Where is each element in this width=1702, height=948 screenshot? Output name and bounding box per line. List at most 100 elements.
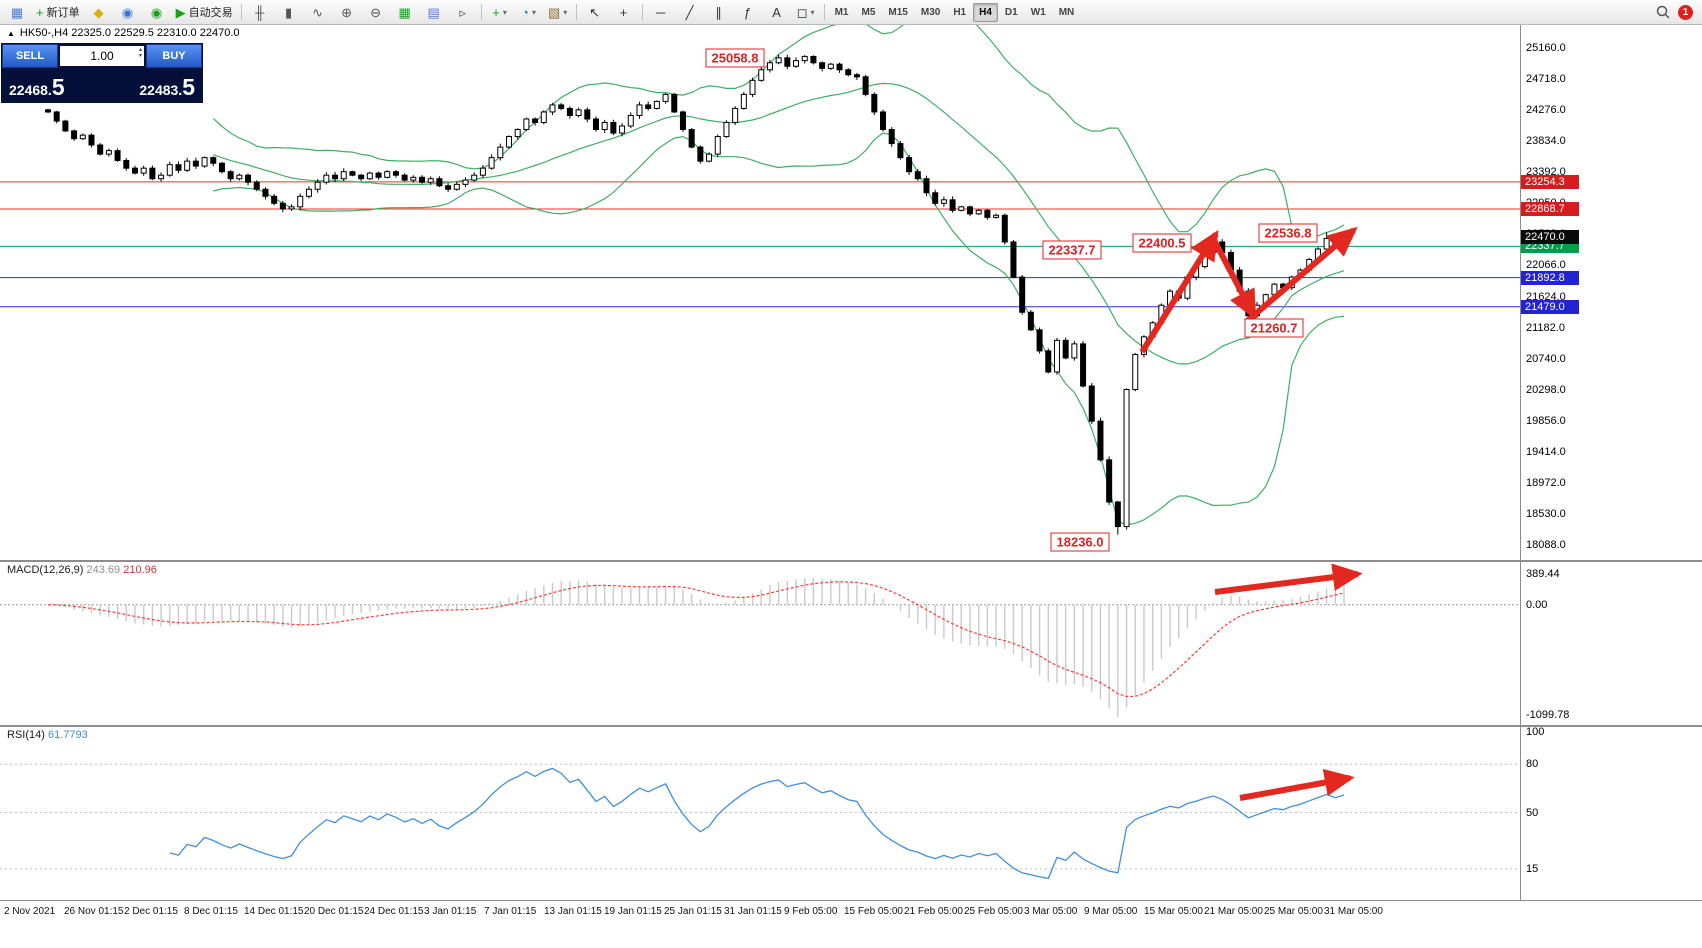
timeframe-m1-button[interactable]: M1 <box>834 6 849 18</box>
fibonacci-button[interactable]: ƒ <box>734 1 762 23</box>
new-chart-icon: ▦ <box>10 4 24 20</box>
mql5-icon: ◆ <box>93 4 104 20</box>
notification-badge[interactable]: 1 <box>1678 4 1693 20</box>
timeframe-h1-button[interactable]: H1 <box>953 6 967 18</box>
spinner-down-icon[interactable]: ▾ <box>138 53 142 59</box>
price-axis-separator <box>1520 24 1521 900</box>
autotrade-status-button[interactable]: ◉ <box>143 1 171 23</box>
chart-macd-separator[interactable] <box>0 560 1702 562</box>
bar-chart-button[interactable]: ╫ <box>246 1 274 23</box>
timeframe-w1-button[interactable]: W1 <box>1030 6 1046 18</box>
new-order-icon: + <box>36 4 44 20</box>
tile-windows-icon: ▦ <box>398 4 411 20</box>
timeframe-m30-button[interactable]: M30 <box>920 6 941 18</box>
timeframe-mn-button[interactable]: MN <box>1058 6 1075 18</box>
buy-button[interactable]: BUY <box>146 44 202 68</box>
crosshair-icon: + <box>619 4 628 20</box>
crosshair-button[interactable]: + <box>610 1 638 23</box>
toolbar-separator <box>240 4 242 20</box>
zoom-out-icon: ⊖ <box>370 4 382 20</box>
text-tool-button[interactable]: A <box>763 1 791 23</box>
new-chart-button[interactable]: ▦ <box>3 1 31 23</box>
trend-arrow[interactable] <box>1139 229 1219 354</box>
zoom-out-button[interactable]: ⊖ <box>362 1 390 23</box>
symbol-triangle-icon: ▲ <box>7 28 15 38</box>
shapes-tool-icon: ◻ <box>796 4 808 20</box>
new-order-label: 新订单 <box>46 7 80 19</box>
time-axis[interactable] <box>0 900 1702 948</box>
chart-ohlc-header: ▲ HK50-,H4 22325.0 22529.5 22310.0 22470… <box>7 27 240 39</box>
periods-button[interactable]: ◔ ▾ <box>515 1 543 23</box>
mql5-button[interactable]: ◆ <box>85 1 113 23</box>
text-tool-icon: A <box>772 4 781 20</box>
sell-price: 22468.5 <box>9 74 65 100</box>
autotrade-status-icon: ◉ <box>150 4 163 20</box>
macd-histogram <box>55 578 1345 717</box>
trend-arrow[interactable] <box>1239 768 1355 801</box>
toolbar-buttons: ▦ + 新订单 ◆ ◉ ◉ ▶ 自动交易 ╫ ▮ ∿ ⊕ ⊖ ▦ ▤ ▹ + ▾ ◔ ▾ ▧ ▾ ↖ + ─ ╱ ∥ ƒ A ◻ ▾ M1 M5… <box>3 1 1655 23</box>
auto-trading-label: 自动交易 <box>188 7 233 19</box>
line-chart-button[interactable]: ∿ <box>304 1 332 23</box>
timeframe-d1-button[interactable]: D1 <box>1004 6 1018 18</box>
sell-button[interactable]: SELL <box>2 44 58 68</box>
community-button[interactable]: ◉ <box>114 1 142 23</box>
equidistant-channel-button[interactable]: ∥ <box>705 1 733 23</box>
tile-windows-button[interactable]: ▦ <box>391 1 419 23</box>
zoom-in-button[interactable]: ⊕ <box>333 1 361 23</box>
line-chart-icon: ∿ <box>312 4 324 20</box>
cursor-icon: ↖ <box>589 4 601 20</box>
candlestick-chart-button[interactable]: ▮ <box>275 1 303 23</box>
trend-arrow[interactable] <box>1214 563 1363 595</box>
toolbar: ▦ + 新订单 ◆ ◉ ◉ ▶ 自动交易 ╫ ▮ ∿ ⊕ ⊖ ▦ ▤ ▹ + ▾ ◔ ▾ ▧ ▾ ↖ + ─ ╱ ∥ ƒ A ◻ ▾ M1 M5… <box>0 0 1702 25</box>
horizontal-line-button[interactable]: ─ <box>647 1 675 23</box>
toolbar-separator <box>480 4 482 20</box>
buy-price: 22483.5 <box>139 74 195 100</box>
auto-arrange-button[interactable]: ▤ <box>420 1 448 23</box>
toolbar-separator <box>641 4 643 20</box>
templates-button[interactable]: ▧ ▾ <box>544 1 572 23</box>
timeframe-m5-button[interactable]: M5 <box>861 6 876 18</box>
caret-down-icon: ▾ <box>810 7 815 17</box>
toolbar-separator <box>575 4 577 20</box>
rsi-line <box>169 767 1345 880</box>
one-click-trade-panel: SELL 1.00 ▴ ▾ BUY 22468.5 22483.5 <box>2 44 202 102</box>
macd-signal-line <box>47 581 1345 698</box>
shapes-tool-button[interactable]: ◻ ▾ <box>792 1 820 23</box>
horizontal-line-icon: ─ <box>655 4 666 20</box>
fibonacci-icon: ƒ <box>743 4 752 20</box>
trend-arrow[interactable] <box>1211 238 1257 321</box>
toolbar-separator <box>823 4 825 20</box>
community-icon: ◉ <box>121 4 134 20</box>
auto-trading-icon: ▶ <box>175 4 186 20</box>
bar-chart-icon: ╫ <box>254 4 265 20</box>
macd-rsi-separator[interactable] <box>0 725 1702 727</box>
chart-shift-icon: ▹ <box>459 4 466 20</box>
new-order-button[interactable]: + 新订单 <box>32 1 84 23</box>
caret-down-icon: ▾ <box>532 7 537 17</box>
bollinger-bands <box>212 24 1345 526</box>
volume-value: 1.00 <box>90 49 114 63</box>
trend-arrow[interactable] <box>1244 226 1358 325</box>
toolbar-right: 1 <box>1655 4 1699 20</box>
chart-shift-button[interactable]: ▹ <box>449 1 477 23</box>
auto-trading-button[interactable]: ▶ 自动交易 <box>172 1 237 23</box>
trend-arrows[interactable] <box>1139 226 1363 801</box>
indicators-button[interactable]: + ▾ <box>486 1 514 23</box>
spinner-up-icon[interactable]: ▴ <box>138 47 142 53</box>
search-icon[interactable] <box>1655 4 1671 20</box>
timeframe-m15-button[interactable]: M15 <box>888 6 908 18</box>
timeframe-h4-button[interactable]: H4 <box>973 2 998 22</box>
volume-spinner[interactable]: ▴ ▾ <box>139 47 142 59</box>
zoom-in-icon: ⊕ <box>341 4 353 20</box>
volume-input[interactable]: 1.00 ▴ ▾ <box>60 46 144 66</box>
periods-icon: ◔ <box>521 4 530 20</box>
candles <box>45 54 1347 535</box>
cursor-button[interactable]: ↖ <box>581 1 609 23</box>
trendline-button[interactable]: ╱ <box>676 1 704 23</box>
candlestick-chart-icon: ▮ <box>285 4 293 20</box>
symbol-ohlc-text: HK50-,H4 22325.0 22529.5 22310.0 22470.0 <box>19 27 240 39</box>
equidistant-channel-icon: ∥ <box>715 4 722 20</box>
templates-icon: ▧ <box>547 4 561 20</box>
